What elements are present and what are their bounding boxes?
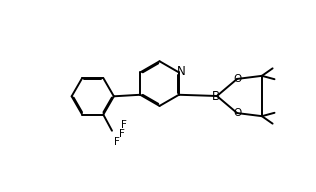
Text: O: O [233,74,241,84]
Text: F: F [121,120,127,130]
Text: N: N [177,65,186,78]
Text: B: B [212,89,220,103]
Text: F: F [119,129,125,139]
Text: O: O [233,108,241,118]
Text: F: F [114,137,120,147]
